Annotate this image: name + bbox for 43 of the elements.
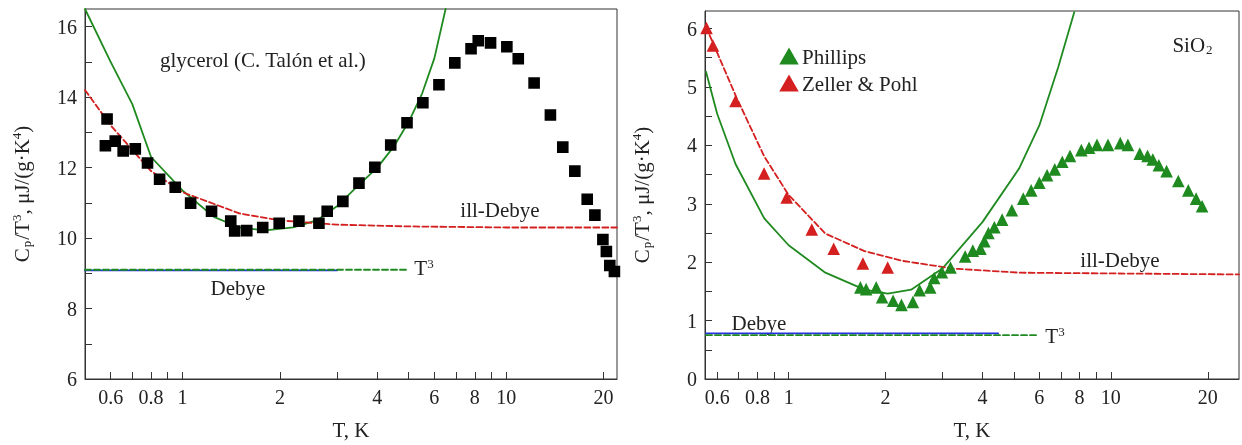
y-axis-title: Cp/T3, μJ/(g·K4) — [629, 126, 654, 264]
legend-label: Phillips — [802, 44, 867, 69]
y-tick-label: 4 — [687, 134, 697, 157]
x-tick-label: 0.8 — [744, 386, 770, 408]
annotation: ill-Debye — [1080, 248, 1160, 272]
x-tick-label: 10 — [1100, 386, 1121, 408]
y-tick-label: 6 — [687, 17, 697, 40]
y-tick-label: 0 — [687, 368, 697, 390]
legend-label: Zeller & Pohl — [802, 71, 918, 96]
y-tick-label: 3 — [687, 192, 697, 215]
annotation: Debye — [731, 311, 787, 335]
x-tick-label: 2 — [880, 386, 891, 408]
x-tick-label: 4 — [372, 386, 383, 408]
x-tick-label: 20 — [1197, 386, 1218, 408]
x-tick-label: 0.6 — [98, 386, 124, 408]
y-tick-label: 5 — [687, 75, 697, 98]
annotation: ill-Debye — [460, 198, 540, 222]
x-tick-label: 8 — [469, 386, 480, 408]
x-tick-label: 10 — [496, 386, 517, 408]
y-tick-label: 8 — [67, 297, 77, 320]
annotation: SiO2 — [1172, 33, 1213, 57]
text: glycerol (C. Talón et al.) — [160, 47, 366, 72]
x-tick-label: 6 — [429, 386, 440, 408]
x-tick-label: 0.8 — [138, 386, 164, 408]
y-tick-label: 14 — [57, 86, 77, 109]
x-axis-title: T, K — [332, 417, 370, 442]
x-tick-label: 1 — [783, 386, 794, 408]
y-tick-label: 2 — [687, 251, 697, 274]
y-tick-label: 1 — [687, 309, 697, 332]
y-tick-label: 16 — [57, 15, 77, 38]
x-tick-label: 2 — [274, 386, 285, 408]
x-tick-label: 1 — [177, 386, 188, 408]
y-axis-title: Cp/T3, μJ/(g·K4) — [9, 125, 34, 263]
y-tick-label: 10 — [57, 227, 77, 250]
x-axis-title: T, K — [953, 417, 991, 442]
x-tick-label: 4 — [977, 386, 988, 408]
y-tick-label: 12 — [57, 156, 77, 179]
x-tick-label: 0.6 — [704, 386, 730, 408]
x-tick-label: 8 — [1074, 386, 1085, 408]
x-tick-label: 6 — [1034, 386, 1045, 408]
x-tick-label: 20 — [593, 386, 614, 408]
annotation: Debye — [210, 276, 266, 300]
y-tick-label: 6 — [67, 368, 77, 390]
